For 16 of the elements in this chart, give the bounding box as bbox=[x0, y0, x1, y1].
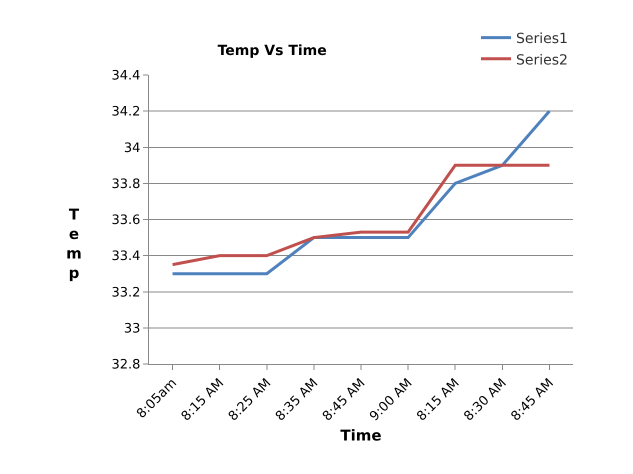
y-tick-label: 34.4 bbox=[111, 68, 140, 84]
line-series bbox=[171, 110, 551, 276]
y-tick-label: 34 bbox=[124, 140, 140, 156]
chart-title: Temp Vs Time bbox=[218, 42, 327, 59]
y-tick-label: 34.2 bbox=[111, 104, 140, 120]
y-tick-label: 33.2 bbox=[111, 285, 140, 300]
y-tick-label: 33.4 bbox=[111, 249, 140, 264]
y-tick-label: 33.6 bbox=[111, 213, 140, 228]
y-tick-label: 33 bbox=[124, 321, 140, 336]
y-axis-title: Temp bbox=[66, 206, 82, 282]
x-axis-title: Time bbox=[340, 426, 382, 444]
line-series bbox=[171, 164, 551, 266]
legend-label: Series1 bbox=[516, 31, 568, 48]
y-tick-label: 32.8 bbox=[111, 358, 140, 373]
legend-label: Series2 bbox=[516, 52, 568, 68]
y-tick-label: 33.8 bbox=[111, 176, 140, 192]
